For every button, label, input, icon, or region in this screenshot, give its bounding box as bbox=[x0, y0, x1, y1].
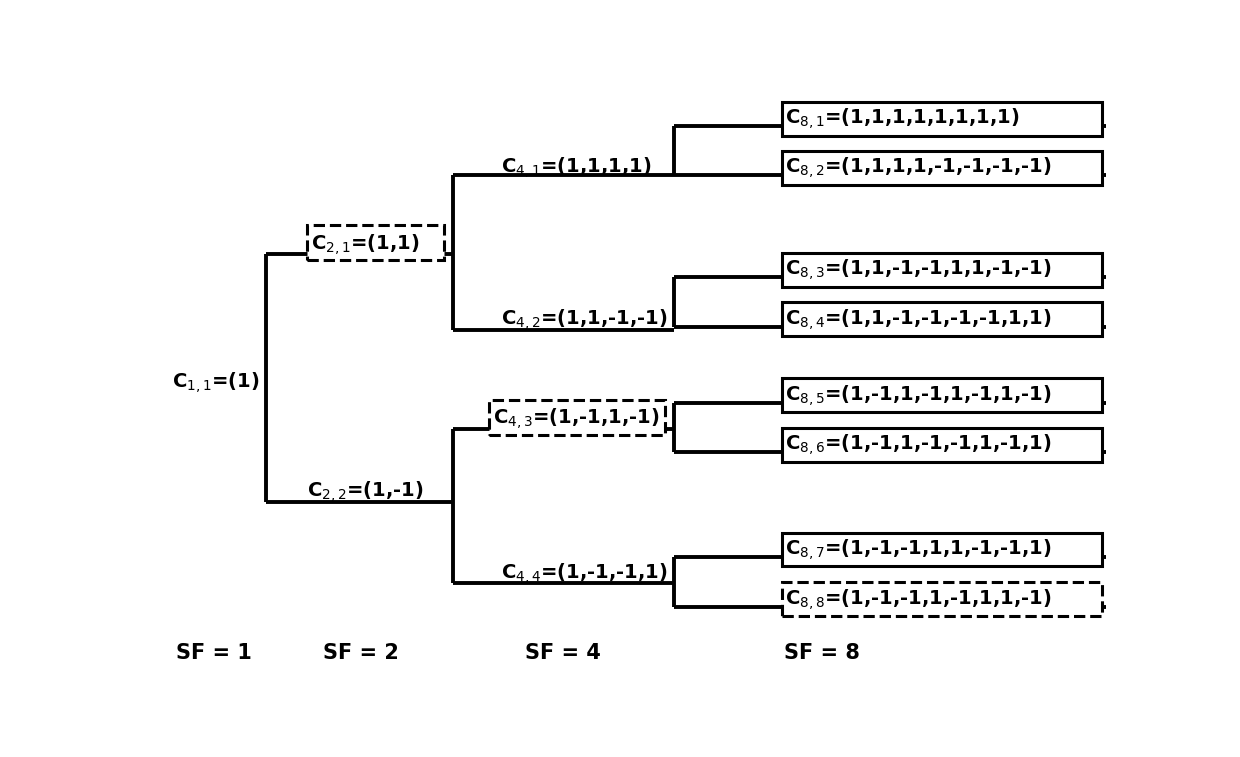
Text: C$_{4,1}$=(1,1,1,1): C$_{4,1}$=(1,1,1,1) bbox=[501, 155, 651, 180]
Text: C$_{2,1}$=(1,1): C$_{2,1}$=(1,1) bbox=[311, 232, 419, 257]
Bar bbox=[306, 225, 444, 260]
Text: C$_{8,6}$=(1,-1,1,-1,-1,1,-1,1): C$_{8,6}$=(1,-1,1,-1,-1,1,-1,1) bbox=[785, 432, 1052, 457]
Text: C$_{8,4}$=(1,1,-1,-1,-1,-1,1,1): C$_{8,4}$=(1,1,-1,-1,-1,-1,1,1) bbox=[785, 307, 1052, 332]
Text: SF = 1: SF = 1 bbox=[176, 643, 252, 663]
Bar bbox=[781, 102, 1101, 136]
Text: SF = 8: SF = 8 bbox=[785, 643, 861, 663]
Bar bbox=[781, 378, 1101, 412]
Text: C$_{4,4}$=(1,-1,-1,1): C$_{4,4}$=(1,-1,-1,1) bbox=[501, 561, 667, 586]
Bar bbox=[490, 400, 666, 435]
Text: C$_{8,5}$=(1,-1,1,-1,1,-1,1,-1): C$_{8,5}$=(1,-1,1,-1,1,-1,1,-1) bbox=[785, 382, 1052, 407]
Text: C$_{8,7}$=(1,-1,-1,1,1,-1,-1,1): C$_{8,7}$=(1,-1,-1,1,1,-1,-1,1) bbox=[785, 537, 1052, 562]
Text: C$_{8,8}$=(1,-1,-1,1,-1,1,1,-1): C$_{8,8}$=(1,-1,-1,1,-1,1,1,-1) bbox=[785, 587, 1052, 612]
Bar bbox=[781, 303, 1101, 336]
Bar bbox=[781, 533, 1101, 566]
Text: C$_{8,2}$=(1,1,1,1,-1,-1,-1,-1): C$_{8,2}$=(1,1,1,1,-1,-1,-1,-1) bbox=[785, 155, 1052, 180]
Text: C$_{1,1}$=(1): C$_{1,1}$=(1) bbox=[172, 370, 260, 394]
Bar bbox=[781, 253, 1101, 287]
Bar bbox=[781, 151, 1101, 185]
Bar bbox=[781, 428, 1101, 462]
Text: C$_{8,3}$=(1,1,-1,-1,1,1,-1,-1): C$_{8,3}$=(1,1,-1,-1,1,1,-1,-1) bbox=[785, 257, 1052, 282]
Text: C$_{2,2}$=(1,-1): C$_{2,2}$=(1,-1) bbox=[306, 479, 423, 504]
Text: C$_{4,2}$=(1,1,-1,-1): C$_{4,2}$=(1,1,-1,-1) bbox=[501, 307, 667, 332]
Text: C$_{8,1}$=(1,1,1,1,1,1,1,1): C$_{8,1}$=(1,1,1,1,1,1,1,1) bbox=[785, 107, 1019, 131]
Text: C$_{4,3}$=(1,-1,1,-1): C$_{4,3}$=(1,-1,1,-1) bbox=[494, 407, 660, 431]
Bar bbox=[781, 582, 1101, 616]
Text: SF = 2: SF = 2 bbox=[324, 643, 399, 663]
Text: SF = 4: SF = 4 bbox=[525, 643, 601, 663]
